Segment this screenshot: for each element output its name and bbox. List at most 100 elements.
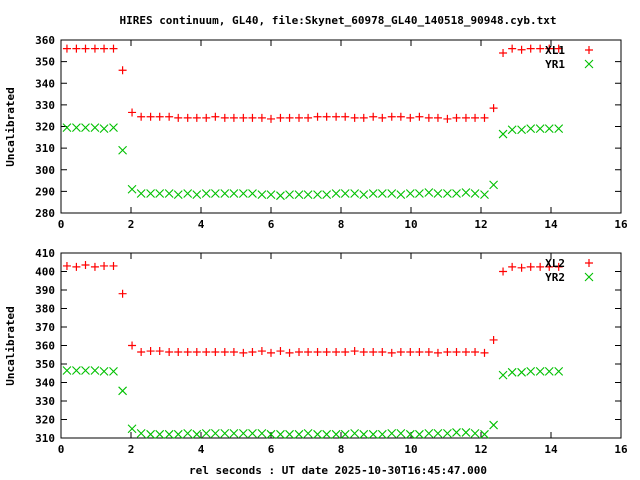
x-tick-label: 12 xyxy=(474,443,487,456)
data-point-yr2 xyxy=(405,429,415,439)
data-point-yr1 xyxy=(173,190,183,200)
data-point-xl2 xyxy=(295,347,303,356)
data-point-yr1 xyxy=(266,190,276,200)
data-point-yr2 xyxy=(109,367,118,376)
data-point-xl2 xyxy=(118,289,127,298)
data-point-xl2 xyxy=(183,347,192,356)
y-tick-label: 360 xyxy=(35,34,55,47)
data-point-xl1 xyxy=(155,112,164,121)
data-point-yr1 xyxy=(331,189,341,198)
data-point-xl1 xyxy=(359,113,368,122)
data-point-xl2 xyxy=(313,347,322,356)
data-point-yr2 xyxy=(433,428,443,438)
data-point-xl1 xyxy=(471,113,480,122)
data-point-xl1 xyxy=(545,44,554,53)
data-point-xl1 xyxy=(489,104,498,113)
data-point-xl1 xyxy=(267,114,275,123)
data-point-xl2 xyxy=(415,347,424,356)
data-point-yr1 xyxy=(461,188,471,197)
data-point-yr1 xyxy=(322,190,332,200)
data-point-xl1 xyxy=(146,112,155,121)
y-tick-label: 350 xyxy=(35,56,55,69)
data-point-xl1 xyxy=(276,113,285,122)
data-point-xl2 xyxy=(387,348,396,357)
data-point-yr2 xyxy=(350,428,360,438)
data-point-xl2 xyxy=(211,347,220,356)
y-tick-label: 370 xyxy=(35,321,55,334)
data-point-yr2 xyxy=(72,366,81,375)
data-point-xl1 xyxy=(499,48,508,57)
data-point-yr2 xyxy=(238,428,248,438)
data-point-xl2 xyxy=(341,347,350,356)
data-point-yr2 xyxy=(526,367,536,376)
data-point-yr1 xyxy=(350,189,360,198)
data-point-xl2 xyxy=(433,348,442,357)
data-point-yr1 xyxy=(248,189,257,198)
data-point-xl1 xyxy=(100,44,109,53)
data-point-xl2 xyxy=(406,347,415,356)
data-point-xl1 xyxy=(81,44,90,53)
data-point-yr1 xyxy=(276,191,285,201)
data-point-xl2 xyxy=(526,262,535,271)
data-point-xl1 xyxy=(192,113,201,122)
data-point-xl2 xyxy=(452,347,461,356)
data-point-yr2 xyxy=(192,429,202,439)
data-point-xl2 xyxy=(378,347,387,356)
data-point-yr2 xyxy=(480,429,489,439)
x-tick-label: 12 xyxy=(474,218,487,231)
data-point-xl1 xyxy=(378,113,387,122)
data-point-xl2 xyxy=(239,348,248,357)
data-point-xl1 xyxy=(350,113,359,122)
data-point-xl2 xyxy=(257,347,266,356)
data-point-yr2 xyxy=(201,428,211,438)
data-point-xl1 xyxy=(295,113,303,122)
data-point-yr2 xyxy=(276,429,285,439)
data-point-xl1 xyxy=(406,113,415,122)
data-point-xl2 xyxy=(72,262,81,271)
data-point-xl2 xyxy=(202,347,211,356)
data-point-yr2 xyxy=(303,428,313,438)
data-point-xl2 xyxy=(100,261,109,270)
data-point-xl1 xyxy=(257,113,266,122)
y-tick-label: 400 xyxy=(35,266,55,279)
data-point-xl1 xyxy=(229,113,238,122)
data-point-yr1 xyxy=(544,124,554,134)
data-point-yr2 xyxy=(229,428,239,438)
data-point-xl2 xyxy=(174,347,183,356)
y-axis-label-bottom: Uncalibrated xyxy=(4,306,17,385)
data-point-xl1 xyxy=(239,113,248,122)
data-point-xl2 xyxy=(554,262,563,271)
data-point-xl2 xyxy=(536,262,545,271)
data-point-yr2 xyxy=(118,386,127,396)
data-point-xl2 xyxy=(369,347,378,356)
x-tick-label: 6 xyxy=(268,218,275,231)
data-point-xl2 xyxy=(424,347,433,356)
data-point-yr2 xyxy=(368,429,378,439)
data-point-xl1 xyxy=(183,113,192,122)
data-point-xl1 xyxy=(443,114,452,123)
data-point-xl2 xyxy=(137,347,146,356)
data-point-yr1 xyxy=(285,190,294,200)
data-point-yr1 xyxy=(433,189,443,198)
data-point-yr2 xyxy=(99,367,109,376)
data-point-yr2 xyxy=(443,428,452,438)
data-point-yr1 xyxy=(155,189,165,198)
data-point-xl1 xyxy=(304,113,313,122)
legend-marker-yr2 xyxy=(584,272,594,282)
data-point-xl1 xyxy=(211,112,220,121)
data-point-yr2 xyxy=(461,428,471,437)
data-point-xl2 xyxy=(229,347,238,356)
data-point-yr2 xyxy=(62,366,72,375)
data-point-yr2 xyxy=(322,429,332,439)
y-tick-label: 350 xyxy=(35,358,55,371)
x-tick-label: 2 xyxy=(128,218,135,231)
data-point-yr2 xyxy=(535,367,545,376)
data-point-xl2 xyxy=(443,347,452,356)
data-point-yr2 xyxy=(507,367,517,377)
data-point-yr2 xyxy=(554,367,564,376)
data-point-xl2 xyxy=(248,347,257,356)
data-point-yr1 xyxy=(201,189,211,198)
